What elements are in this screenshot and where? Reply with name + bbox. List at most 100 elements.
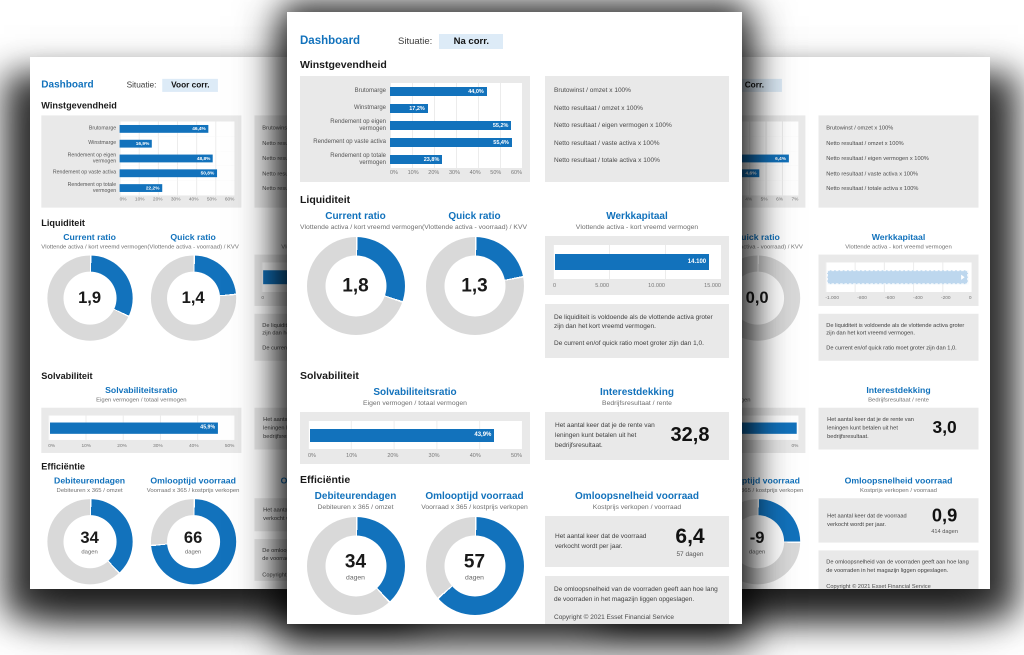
section-heading: Winstgevendheid — [41, 100, 117, 112]
axis-tick: 50% — [224, 443, 235, 449]
axis-tick: -200 — [940, 295, 951, 301]
profit-bar-chart[interactable]: Brutomarge 44,0% Winstmarge 17,2% Rendement … — [300, 76, 530, 182]
axis-tick: 0% — [119, 197, 127, 203]
bar: 44,0% — [390, 87, 487, 96]
solvabiliteit-chart[interactable]: 45,9% 0% 10% 20% 30% 40% 50% — [41, 407, 242, 454]
axis-tick: 30% — [153, 443, 163, 449]
chart-title: Omlooptijd voorraad — [425, 491, 524, 503]
note-text: Het aantal keer dat de voorraad verkocht… — [827, 513, 907, 528]
donut-value: 1,3 — [461, 275, 488, 296]
quick-ratio-donut[interactable]: 1,4 — [150, 255, 236, 341]
chart-title: Werkkapitaal — [871, 232, 926, 243]
quick-ratio-block: Quick ratio (Vlottende activa - voorraad… — [419, 211, 530, 358]
omlooptijd-donut[interactable]: 66 dagen — [150, 499, 236, 585]
formula-line: Netto resultaat / totale activa x 100% — [554, 157, 660, 164]
profit-bar-chart[interactable]: Brutomarge 46,4% Winstmarge 16,9% Rendement … — [41, 115, 242, 208]
chart-subtitle: Voorraad x 365 / kostprijs verkopen — [146, 488, 240, 495]
chart-subtitle: (Vlottende activa - voorraad) / KVV — [711, 244, 803, 251]
section-heading: Liquiditeit — [41, 218, 85, 229]
current-ratio-donut[interactable]: 1,9 — [46, 255, 133, 341]
werkkapitaal-chart[interactable]: 14.100 0 5.000 10.000 15.000 — [545, 236, 729, 295]
chart-title: Werkkapitaal — [606, 211, 668, 222]
bar-value-label: 23,8% — [423, 156, 440, 163]
donut-value: 1,9 — [78, 288, 102, 307]
donut-unit: dagen — [184, 548, 202, 555]
efficiency-notes: De omloopsnelheid van de voorraden geeft… — [545, 576, 729, 624]
situatie-value[interactable]: Voor corr. — [162, 78, 219, 92]
bar-category-label: Rendement op eigen vermogen — [67, 152, 117, 164]
situatie-label: Situatie: — [126, 80, 157, 90]
chart-subtitle: (Vlottende activa - voorraad) / KVV — [421, 224, 528, 231]
werkkapitaal-chart[interactable]: -1.000 -800 -600 -400 -200 0 — [818, 254, 979, 306]
interestdekking-panel: Het aantal keer dat je de rente van leni… — [545, 412, 729, 460]
werkkapitaal-axis: 0 5.000 10.000 15.000 — [553, 283, 721, 289]
profit-axis: 0% 10% 20% 30% 40% 50% 60% — [120, 197, 235, 202]
current-ratio-donut[interactable]: 1,8 — [306, 237, 405, 335]
donut-unit: dagen — [346, 574, 365, 582]
axis-tick: 40% — [188, 443, 199, 449]
kpi-value: 6,4 — [675, 525, 705, 549]
bar-value-label: 16,9% — [135, 141, 150, 147]
axis-tick: 20% — [117, 443, 127, 449]
axis-tick: 10% — [346, 453, 358, 460]
solvabiliteit-chart[interactable]: 43,9% 0% 10% 20% 30% 40% 50% — [300, 412, 530, 465]
omlooptijd-block: Omlooptijd voorraad Voorraad x 365 / kos… — [145, 477, 242, 585]
omlooptijd-donut[interactable]: 57 dagen — [425, 517, 524, 616]
section-efficientie: Efficiëntie Debiteurendagen Debiteuren x… — [300, 474, 729, 624]
chart-title: Omloopsnelheid voorraad — [844, 476, 953, 487]
bar: 23,8% — [390, 155, 443, 164]
solvabiliteit-bar: 43,9% — [310, 428, 495, 442]
chart-subtitle: Voorraad x 365 / kostprijs verkopen — [710, 488, 804, 495]
werkkapitaal-plot: 14.100 — [553, 245, 721, 279]
bar-category-label: Brutomarge — [354, 88, 386, 95]
page-title: Dashboard — [41, 79, 94, 91]
axis-tick: 20% — [152, 197, 163, 203]
axis-tick: 50% — [510, 453, 522, 460]
axis-tick: -400 — [913, 295, 923, 301]
axis-tick: 0% — [791, 443, 799, 449]
section-heading: Winstgevendheid — [300, 59, 387, 71]
donut-value: 1,8 — [342, 275, 369, 296]
bar-track: 44,0% — [390, 83, 522, 100]
bar-category-label: Rendement op vaste activa — [52, 170, 117, 176]
formula-line: Netto resultaat / eigen vermogen x 100% — [554, 122, 672, 129]
axis-tick: 5% — [760, 197, 768, 203]
chart-subtitle: (Vlottende activa - voorraad) / KVV — [147, 244, 239, 251]
situatie-value[interactable]: Na corr. — [439, 33, 504, 49]
chart-title: Debiteurendagen — [54, 476, 126, 487]
omloopsnelheid-panel: Het aantal keer dat de voorraad verkocht… — [545, 516, 729, 568]
bar-row: Winstmarge 17,2% — [304, 100, 522, 117]
donut-unit: dagen — [81, 548, 98, 555]
note-text: Het aantal keer dat je de rente van leni… — [827, 416, 914, 440]
bar: 22,2% — [119, 184, 163, 192]
liquidity-notes: De liquiditeit is voldoende als de vlott… — [818, 313, 979, 361]
chart-title: Interestdekking — [600, 387, 674, 399]
note-text: De liquiditeit is voldoende als de vlott… — [554, 314, 713, 331]
axis-tick: 10.000 — [648, 283, 665, 289]
section-heading: Liquiditeit — [300, 194, 351, 206]
axis-tick: 20% — [428, 170, 440, 176]
debiteurendagen-donut[interactable]: 34 dagen — [306, 517, 405, 616]
formula-line: Netto resultaat / totale activa x 100% — [826, 185, 919, 192]
axis-tick: -800 — [857, 295, 867, 301]
efficiency-notes: De omloopsnelheid van de voorraden geeft… — [818, 550, 979, 589]
note-text: De current en/of quick ratio moet groter… — [554, 339, 704, 347]
profit-bars: Brutomarge 44,0% Winstmarge 17,2% Rendement … — [304, 83, 522, 168]
quick-ratio-donut[interactable]: 1,3 — [425, 237, 524, 335]
bar: 17,2% — [390, 104, 428, 113]
page-title: Dashboard — [300, 35, 361, 47]
formula-line: Netto resultaat / vaste activa x 100% — [826, 170, 919, 177]
bar-track: 48,8% — [119, 151, 235, 166]
omloopsnelheid-panel: Het aantal keer dat de voorraad verkocht… — [818, 498, 979, 543]
kpi-subvalue: 414 dagen — [931, 528, 958, 535]
page-header: Dashboard Situatie: Na corr. — [300, 33, 729, 49]
section-solvabiliteit: Solvabiliteit Solvabiliteitsratio Eigen … — [300, 370, 729, 465]
debiteurendagen-donut[interactable]: 34 dagen — [46, 499, 133, 585]
chart-subtitle: Vlottende activa / kort vreemd vermogen — [300, 224, 423, 231]
note-text: Het aantal keer dat de voorraad verkocht… — [555, 533, 647, 550]
bar-track: 50,8% — [119, 165, 235, 181]
chart-subtitle: Debiteuren x 365 / omzet — [56, 488, 123, 495]
axis-tick: 10% — [407, 170, 419, 176]
current-ratio-block: Current ratio Vlottende activa / kort vr… — [300, 211, 423, 358]
bar-track: 46,4% — [119, 121, 235, 137]
